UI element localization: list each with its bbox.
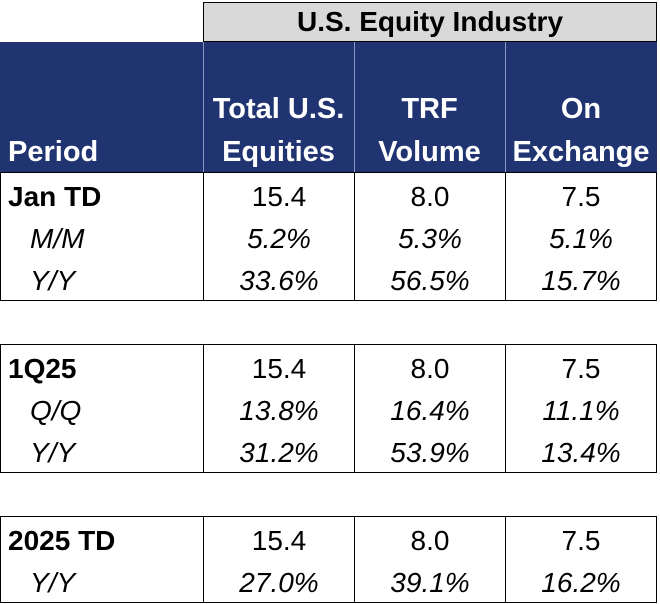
column-divider <box>354 344 355 473</box>
column-divider <box>505 172 506 301</box>
header-trf-volume: TRF Volume <box>354 88 505 174</box>
table-header <box>0 42 657 172</box>
row-label: 1Q25 <box>8 353 77 384</box>
table-cell: 8.0 <box>410 181 450 212</box>
table-cell: 53.9% <box>390 437 470 468</box>
table-cell: 13.8% <box>239 395 319 426</box>
row-label: Y/Y <box>30 265 76 296</box>
table-block-jan-td <box>0 172 657 301</box>
table-cell: 39.1% <box>390 567 470 598</box>
header-line: TRF <box>401 93 458 125</box>
column-divider <box>203 516 204 603</box>
header-line: Exchange <box>512 136 650 168</box>
row-label: Q/Q <box>30 395 82 426</box>
table-cell: 27.0% <box>239 567 319 598</box>
table-cell: 13.4% <box>541 437 621 468</box>
row-label: 2025 TD <box>8 525 116 556</box>
header-period: Period <box>8 136 99 168</box>
table-group-header: U.S. Equity Industry <box>203 2 657 42</box>
column-divider <box>505 344 506 473</box>
header-line: Volume <box>378 136 481 168</box>
table-cell: 5.2% <box>247 223 311 254</box>
row-label: Y/Y <box>30 567 76 598</box>
table-cell: 7.5 <box>561 353 601 384</box>
table-cell: 5.3% <box>398 223 462 254</box>
row-label: Jan TD <box>8 181 102 212</box>
table-cell: 15.4 <box>251 353 307 384</box>
table-cell: 8.0 <box>410 353 450 384</box>
table-cell: 11.1% <box>542 395 620 426</box>
table-cell: 15.4 <box>251 181 307 212</box>
table-cell: 16.4% <box>390 395 470 426</box>
header-on-exchange: On Exchange <box>505 88 657 174</box>
table-block-2025-td <box>0 516 657 603</box>
header-divider <box>354 42 355 172</box>
column-divider <box>354 516 355 603</box>
table-cell: 33.6% <box>239 265 319 296</box>
column-divider <box>354 172 355 301</box>
table-cell: 15.4 <box>251 525 307 556</box>
table-cell: 8.0 <box>410 525 450 556</box>
table-cell: 7.5 <box>561 181 601 212</box>
table-cell: 56.5% <box>390 265 470 296</box>
row-label: Y/Y <box>30 437 76 468</box>
header-total-us-equities: Total U.S. Equities <box>203 88 354 174</box>
header-divider <box>203 42 204 172</box>
row-label: M/M <box>30 223 85 254</box>
column-divider <box>203 344 204 473</box>
header-line: On <box>560 93 602 125</box>
table-cell: 16.2% <box>541 567 621 598</box>
column-divider <box>505 516 506 603</box>
table-cell: 15.7% <box>541 265 621 296</box>
header-divider <box>505 42 506 172</box>
header-line: Equities <box>222 136 335 168</box>
table-cell: 7.5 <box>561 525 601 556</box>
table-block-1q25 <box>0 344 657 473</box>
header-line: Total U.S. <box>212 93 345 125</box>
table-cell: 5.1% <box>549 223 613 254</box>
column-divider <box>203 172 204 301</box>
table-cell: 31.2% <box>239 437 319 468</box>
